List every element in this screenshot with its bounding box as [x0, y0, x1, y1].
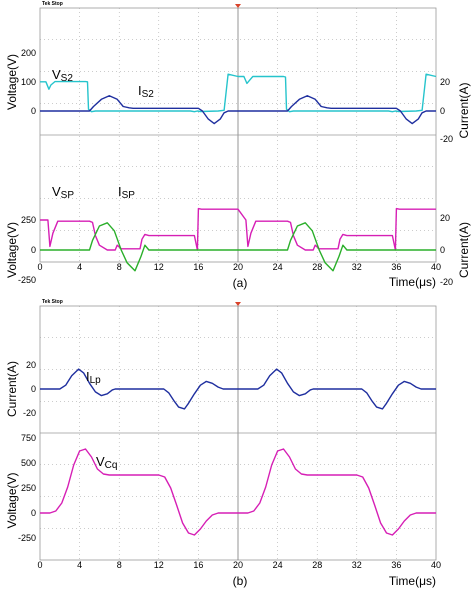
x-tick-label: 28	[312, 560, 322, 570]
series-label-VSP: VSP	[52, 184, 74, 201]
y-tick-label-right: 0	[440, 245, 445, 255]
y-tick-label-right: 20	[440, 213, 450, 223]
y-tick-label-right: 20	[440, 77, 450, 87]
y-tick-label-left: -250	[18, 275, 36, 285]
panel-a-screen: Tek Stop	[39, 1, 437, 263]
y-tick-label-left: 250	[21, 483, 36, 493]
x-tick-label: 8	[117, 262, 122, 272]
x-tick-label: 12	[154, 560, 164, 570]
y-axis-label-left: Voltage(V)	[5, 472, 19, 528]
x-tick-label: 12	[154, 262, 164, 272]
x-tick-label: 0	[37, 262, 42, 272]
series-label-main: V	[52, 184, 61, 199]
series-line-VS2	[40, 73, 437, 113]
y-tick-label-left: -20	[23, 408, 36, 418]
y-axis-label-right: Current(A)	[457, 82, 471, 138]
series-label-sub: Cq	[105, 460, 118, 471]
series-label-sub: S2	[61, 73, 74, 84]
series-label-ILp: ILp	[86, 369, 101, 386]
x-tick-label: 24	[273, 262, 283, 272]
y-tick-label-left: 0	[31, 508, 36, 518]
x-tick-label: 24	[273, 560, 283, 570]
y-tick-label-right: -20	[440, 277, 453, 287]
y-tick-label-right: 0	[440, 106, 445, 116]
x-tick-label: 4	[77, 262, 82, 272]
panel-b-grid	[40, 306, 436, 560]
x-tick-label: 8	[117, 560, 122, 570]
y-tick-label-left: -250	[18, 533, 36, 543]
y-tick-label-left: 500	[21, 458, 36, 468]
panel-a-trigger-marker	[235, 4, 241, 8]
series-label-sub: S2	[142, 89, 155, 100]
series-line-ISP	[40, 222, 436, 272]
panel-b-trigger-marker	[235, 302, 241, 306]
x-tick-label: 40	[431, 560, 441, 570]
y-tick-label-left: 0	[31, 384, 36, 394]
y-tick-label-right: -20	[440, 134, 453, 144]
y-tick-label-left: 750	[21, 433, 36, 443]
series-label-main: I	[118, 184, 122, 199]
x-axis-label: Time(μs)	[389, 275, 436, 289]
series-label-VCq: VCq	[96, 454, 117, 471]
y-axis-label-right: Current(A)	[457, 222, 471, 278]
series-label-main: V	[52, 67, 61, 82]
series-label-sub: SP	[61, 190, 75, 201]
series-line-IS2	[40, 94, 436, 125]
panel-a-header-label: Tek Stop	[42, 1, 63, 7]
panel-b-screen: Tek Stop	[39, 299, 437, 561]
panel-a-caption: (a)	[233, 276, 248, 290]
panel-b-caption: (b)	[233, 574, 248, 588]
y-axis-label-left: Current(A)	[5, 361, 19, 417]
x-tick-label: 40	[431, 262, 441, 272]
y-tick-label-left: 0	[31, 245, 36, 255]
series-label-sub: Lp	[90, 375, 102, 386]
x-tick-label: 20	[233, 262, 243, 272]
panel-a-grid	[40, 8, 436, 262]
y-axis-label-left: Voltage(V)	[5, 222, 19, 278]
x-tick-label: 20	[233, 560, 243, 570]
y-tick-label-left: 0	[31, 106, 36, 116]
series-line-ILp	[40, 368, 436, 410]
x-axis-label: Time(μs)	[389, 574, 436, 588]
y-axis-label-left: Voltage(V)	[5, 54, 19, 110]
series-label-main: I	[138, 83, 142, 98]
series-label-main: I	[86, 369, 90, 384]
series-line-VCq	[40, 448, 436, 536]
x-tick-label: 32	[352, 262, 362, 272]
series-label-IS2: IS2	[138, 83, 154, 100]
x-tick-label: 16	[193, 262, 203, 272]
y-tick-label-left: 100	[21, 77, 36, 87]
x-tick-label: 0	[37, 560, 42, 570]
panel-b-header-label: Tek Stop	[42, 299, 63, 305]
chart-marks: 0 4 8 12 16 20 24 28 32 36 40Time(μs)2001000200-20…	[5, 48, 471, 588]
x-tick-label: 36	[391, 560, 401, 570]
series-label-sub: SP	[122, 190, 136, 201]
x-tick-label: 16	[193, 560, 203, 570]
series-label-ISP: ISP	[118, 184, 135, 201]
series-label-main: V	[96, 454, 105, 469]
y-tick-label-left: 200	[21, 48, 36, 58]
x-tick-label: 28	[312, 262, 322, 272]
x-tick-label: 4	[77, 560, 82, 570]
x-tick-label: 36	[391, 262, 401, 272]
y-tick-label-left: 20	[26, 360, 36, 370]
y-tick-label-left: 250	[21, 215, 36, 225]
series-label-VS2: VS2	[52, 67, 73, 84]
x-tick-label: 32	[352, 560, 362, 570]
